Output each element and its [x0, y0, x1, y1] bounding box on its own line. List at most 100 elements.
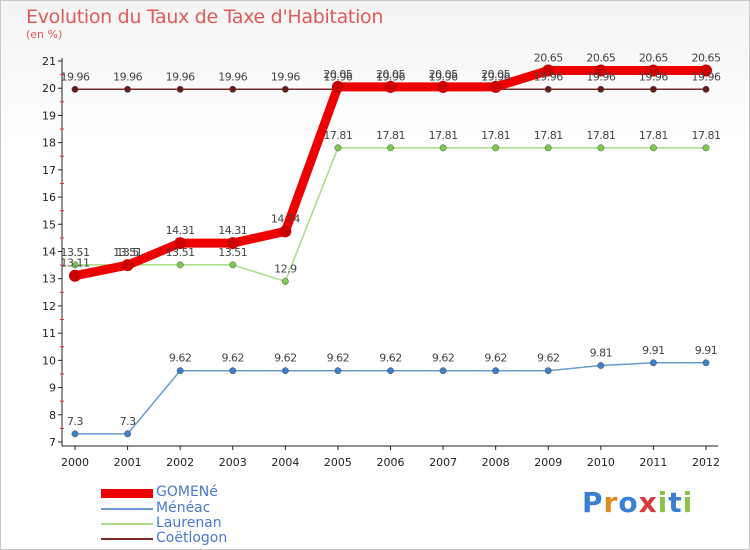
- data-label: 17.81: [639, 129, 668, 142]
- data-point: [649, 144, 657, 152]
- y-tick-label: 7: [49, 436, 56, 449]
- y-tick-label: 9: [49, 382, 56, 395]
- data-label: 9.62: [222, 352, 245, 365]
- data-label: 19.96: [429, 70, 458, 83]
- data-label: 13.5: [116, 246, 139, 259]
- chart-title: Evolution du Taux de Taxe d'Habitation: [26, 6, 384, 28]
- logo-letter: x: [638, 486, 658, 519]
- data-label: 7.3: [120, 415, 136, 428]
- data-point: [437, 80, 450, 93]
- data-label: 17.81: [534, 129, 563, 142]
- logo-letter: i: [657, 486, 669, 519]
- data-label: 12.9: [274, 262, 297, 275]
- y-tick-label: 16: [42, 191, 56, 204]
- legend-label: Ménéac: [156, 500, 211, 516]
- x-tick-label: 2000: [61, 456, 89, 469]
- data-point: [492, 367, 500, 375]
- data-point: [649, 85, 657, 93]
- data-label: 19.96: [534, 70, 563, 83]
- x-tick-label: 2003: [219, 456, 247, 469]
- data-label: 9.62: [432, 352, 455, 365]
- data-label: 20.05: [429, 68, 458, 81]
- data-point: [387, 144, 394, 152]
- data-label: 14.31: [166, 224, 195, 237]
- data-label: 19.96: [113, 70, 142, 83]
- data-label: 9.91: [695, 344, 718, 357]
- data-label: 20.05: [323, 68, 352, 81]
- data-point: [174, 237, 187, 250]
- y-tick-label: 11: [42, 327, 56, 340]
- y-tick-label: 12: [42, 300, 56, 313]
- data-label: 9.81: [590, 347, 613, 360]
- data-label: 19.96: [61, 70, 90, 83]
- data-label: 17.81: [376, 129, 405, 142]
- y-tick-label: 10: [42, 354, 56, 367]
- data-point: [700, 64, 712, 77]
- data-label: 9.91: [642, 344, 665, 357]
- data-label: 9.62: [274, 352, 297, 365]
- data-label: 9.62: [484, 352, 507, 365]
- data-label: 9.62: [379, 352, 402, 365]
- x-tick-label: 2007: [429, 456, 457, 469]
- data-label: 7.3: [67, 415, 83, 428]
- y-tick-label: 21: [42, 55, 56, 68]
- data-point: [279, 225, 292, 238]
- legend-label: Coëtlogon: [156, 530, 228, 546]
- y-tick-label: 18: [42, 137, 56, 150]
- legend-swatch: [101, 523, 153, 525]
- data-label: 17.81: [481, 129, 510, 142]
- data-point: [649, 359, 657, 367]
- data-label: 19.96: [639, 70, 668, 83]
- data-point: [702, 359, 710, 367]
- data-label: 20.05: [376, 68, 405, 81]
- data-label: 17.81: [692, 129, 721, 142]
- data-point: [439, 367, 447, 375]
- data-point: [544, 144, 552, 152]
- data-label: 13.11: [61, 257, 90, 270]
- data-point: [71, 85, 79, 93]
- data-label: 17.81: [323, 129, 352, 142]
- y-tick-label: 14: [42, 246, 56, 259]
- data-label: 13.51: [61, 246, 90, 259]
- data-point: [334, 144, 342, 152]
- x-tick-label: 2004: [271, 456, 299, 469]
- logo-letter: P: [582, 486, 604, 519]
- data-point: [384, 80, 397, 93]
- y-tick-label: 8: [49, 409, 56, 422]
- legend-label: Laurenan: [156, 515, 222, 531]
- data-point: [281, 277, 289, 285]
- x-tick-label: 2001: [114, 456, 142, 469]
- proxiti-logo: Proxiti: [582, 486, 693, 519]
- data-label: 20.65: [586, 52, 615, 65]
- legend-swatch: [101, 538, 153, 540]
- data-label: 19.96: [166, 70, 195, 83]
- data-point: [229, 367, 237, 375]
- data-point: [281, 85, 289, 93]
- data-label: 19.96: [481, 70, 510, 83]
- data-label: 17.81: [586, 129, 615, 142]
- data-point: [597, 362, 605, 369]
- data-point: [387, 367, 394, 375]
- data-label: 9.62: [537, 352, 560, 365]
- data-point: [176, 85, 184, 93]
- data-point: [439, 144, 447, 152]
- data-point: [121, 259, 134, 272]
- data-label: 17.81: [429, 129, 458, 142]
- data-point: [597, 85, 605, 93]
- y-tick-label: 20: [42, 82, 56, 95]
- data-point: [597, 144, 605, 152]
- data-point: [702, 85, 710, 93]
- legend-label: GOMENé: [156, 484, 218, 500]
- data-point: [124, 430, 132, 438]
- legend-swatch: [101, 488, 153, 498]
- y-tick-label: 19: [42, 109, 56, 122]
- x-tick-label: 2012: [692, 456, 720, 469]
- logo-letter: i: [682, 486, 694, 519]
- data-point: [492, 144, 500, 152]
- data-label: 19.96: [376, 70, 405, 83]
- data-point: [71, 261, 79, 269]
- x-tick-label: 2002: [166, 456, 194, 469]
- data-label: 9.62: [169, 352, 192, 365]
- data-label: 20.65: [692, 52, 721, 65]
